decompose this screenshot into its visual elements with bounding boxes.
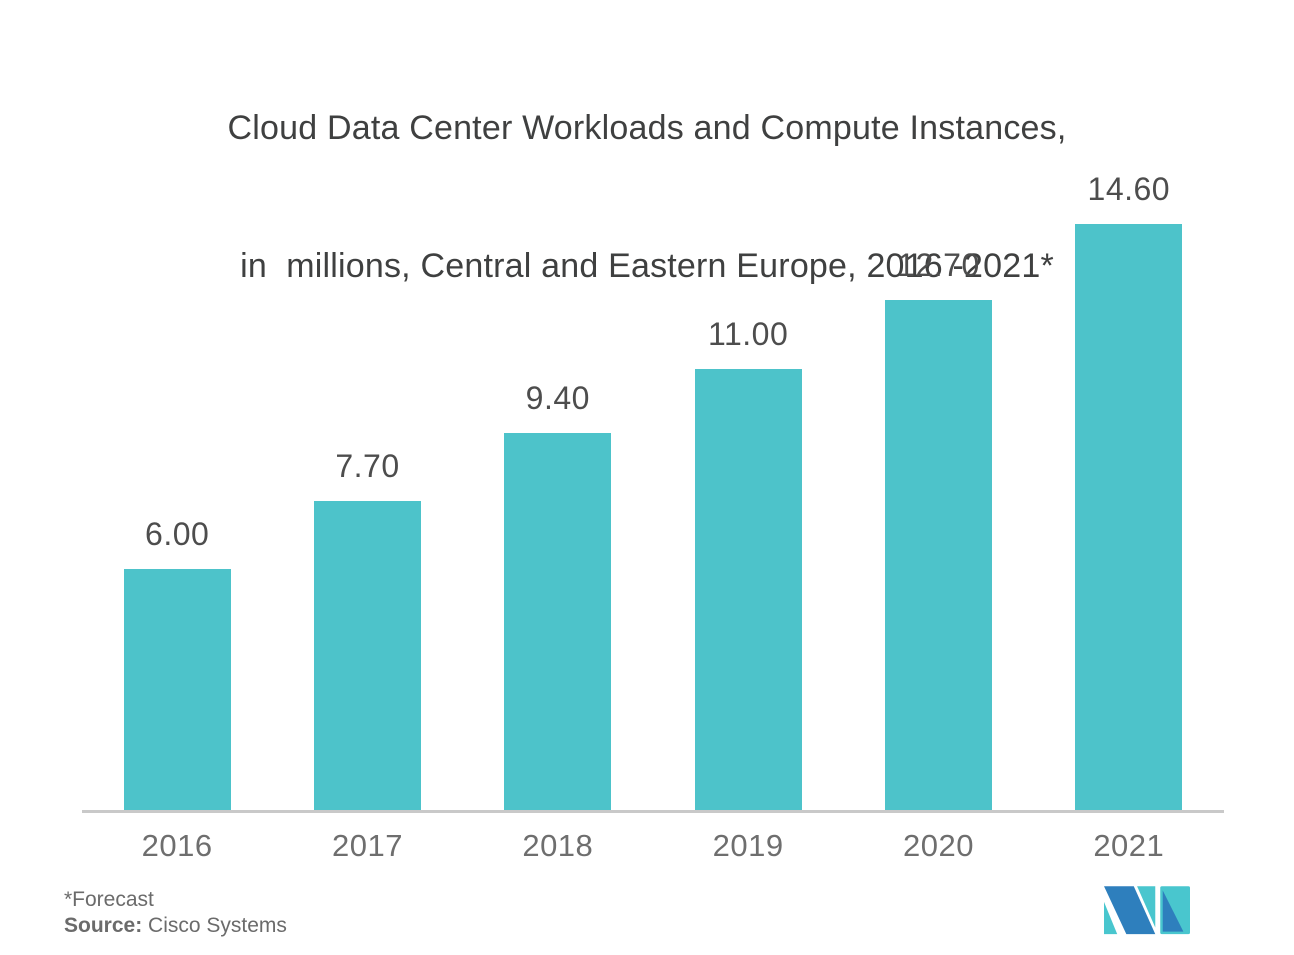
plot-area: 6.00 7.70 9.40 11.00 12.70 14.60 (82, 171, 1224, 813)
chart-title-line-1: Cloud Data Center Workloads and Compute … (227, 109, 1067, 147)
source-label: Source: (64, 914, 143, 937)
bar (313, 501, 421, 810)
bar-group: 7.70 (272, 448, 462, 810)
bar-value-label: 12.70 (897, 247, 980, 283)
bar-group: 12.70 (843, 247, 1033, 810)
bar (123, 569, 231, 810)
bar (504, 433, 612, 810)
bar (884, 300, 992, 810)
bar-value-label: 6.00 (145, 516, 210, 552)
bar-value-label: 11.00 (708, 316, 789, 352)
bar (1075, 224, 1183, 810)
x-axis-labels: 2016 2017 2018 2019 2020 2021 (82, 828, 1224, 864)
x-axis-tick-label: 2016 (141, 828, 213, 863)
forecast-note: *Forecast (64, 888, 154, 911)
bar-group: 11.00 (653, 316, 843, 810)
source-note: Source: Cisco Systems (64, 913, 287, 939)
x-axis-tick-label: 2019 (712, 828, 784, 863)
bar-group: 6.00 (82, 516, 272, 810)
footer-notes: *Forecast Source: Cisco Systems (64, 887, 287, 939)
bar-value-label: 9.40 (525, 380, 590, 416)
logo-m-icon (1104, 886, 1190, 935)
bar-group: 14.60 (1034, 171, 1224, 810)
x-axis-tick-label: 2020 (902, 828, 974, 863)
bar-value-label: 14.60 (1087, 171, 1171, 207)
mordor-intelligence-logo (1104, 881, 1190, 941)
bar-group: 9.40 (463, 380, 653, 810)
source-value: Cisco Systems (142, 914, 287, 937)
x-axis-tick-label: 2017 (332, 828, 403, 863)
chart-title: Cloud Data Center Workloads and Compute … (0, 13, 1294, 335)
bar (694, 369, 802, 810)
x-axis-tick-label: 2021 (1093, 828, 1165, 863)
bar-value-label: 7.70 (335, 448, 400, 484)
chart-title-line-2: in millions, Central and Eastern Europe,… (240, 247, 1054, 285)
x-axis-tick-label: 2018 (522, 828, 594, 863)
